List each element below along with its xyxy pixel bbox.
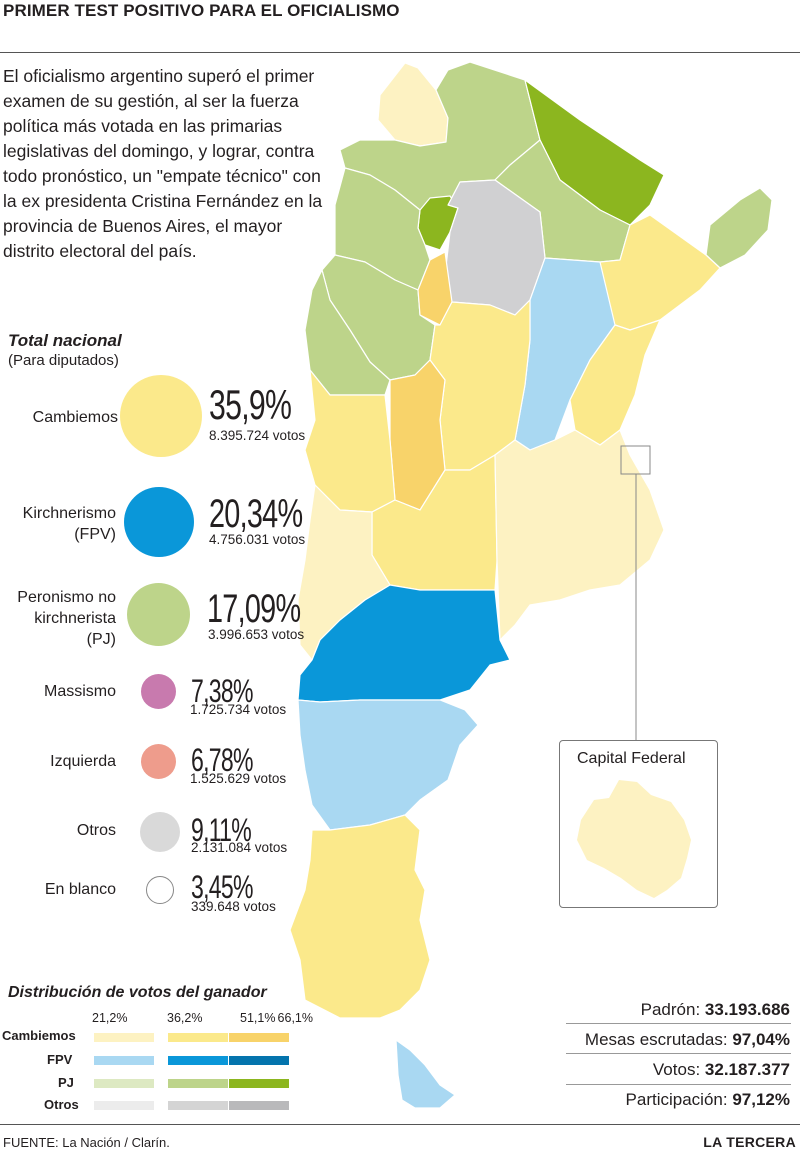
party-pct-en-blanco: 3,45% [191,869,253,905]
distribution-tick: 66,1% [277,1011,313,1025]
province-buenos-aires [494,429,665,641]
party-name-pj-line3: (PJ) [86,631,116,648]
distribution-swatch [94,1079,154,1088]
party-dot-massismo [141,674,176,709]
infographic-title: PRIMER TEST POSITIVO PARA EL OFICIALISMO [3,1,400,20]
capital-federal-shape [577,780,691,898]
party-name-kirchnerismo-line2: (FPV) [74,526,116,543]
party-pct-massismo: 7,38% [191,673,253,709]
stat-divider [566,1053,791,1054]
total-nacional-heading: Total nacional [8,331,122,350]
province-santa-cruz [289,814,431,1019]
party-pct-pj: 17,09% [207,587,301,631]
distribution-swatch [229,1079,289,1088]
stat-padron-value: 33.193.686 [704,1000,790,1019]
stat-votos-value: 32.187.377 [704,1060,790,1079]
stat-participacion-value: 97,12% [732,1090,790,1109]
party-dot-otros [140,812,180,852]
party-name-izquierda: Izquierda [50,753,116,770]
party-name-otros: Otros [76,822,116,839]
party-name-kirchnerismo-line1: Kirchnerismo [22,505,116,522]
distribution-tick: 51,1% [240,1011,276,1025]
party-name-pj-line1: Peronismo no [17,589,116,606]
party-name-kirchnerismo: Kirchnerismo (FPV) [0,503,116,545]
stat-mesas: Mesas escrutadas: 97,04% [585,1030,790,1050]
distribution-row-label-cambiemos: Cambiemos [2,1028,76,1043]
distribution-swatch [168,1056,228,1065]
party-name-en-blanco: En blanco [44,881,116,898]
party-pct-kirchnerismo: 20,34% [209,492,303,536]
party-name-massismo: Massismo [43,683,116,700]
stat-padron: Padrón: 33.193.686 [641,1000,790,1020]
stat-participacion-label: Participación: [625,1090,728,1109]
distribution-row-label-fpv: FPV [47,1052,73,1067]
province-misiones [705,187,773,269]
party-name-pj-line2: kirchnerista [34,610,116,627]
party-votes-izquierda: 1.525.629 votos [190,771,287,786]
publisher-brand: LA TERCERA [703,1134,796,1150]
intro-paragraph: El oficialismo argentino superó el prime… [3,66,323,261]
party-dot-pj [127,583,190,646]
distribution-swatch [168,1079,228,1088]
distribution-tick: 36,2% [167,1011,203,1025]
stat-participacion: Participación: 97,12% [626,1090,790,1110]
distribution-swatch [94,1033,154,1042]
total-nacional-subheading: (Para diputados) [8,352,119,369]
province-jujuy [377,62,449,147]
stat-votos-label: Votos: [652,1060,701,1079]
distribution-swatch [94,1101,154,1110]
party-name-cambiemos: Cambiemos [32,409,118,426]
party-votes-otros: 2.131.084 votos [191,840,288,855]
distribution-swatch [229,1101,289,1110]
stat-mesas-value: 97,04% [732,1030,790,1049]
stat-padron-label: Padrón: [640,1000,701,1019]
party-dot-kirchnerismo [124,487,194,557]
party-votes-en-blanco: 339.648 votos [191,899,276,914]
distribution-swatch [168,1101,228,1110]
party-pct-otros: 9,11% [191,812,252,848]
distribution-swatch [229,1056,289,1065]
party-pct-izquierda: 6,78% [191,742,253,778]
party-dot-en-blanco [146,876,174,904]
stat-divider [566,1023,791,1024]
title-divider [0,52,800,53]
party-votes-kirchnerismo: 4.756.031 votos [209,532,306,547]
stat-mesas-label: Mesas escrutadas: [584,1030,728,1049]
province-tierra-del-fuego [395,1039,456,1109]
party-dot-cambiemos [120,375,202,457]
party-votes-massismo: 1.725.734 votos [190,702,287,717]
stat-divider [566,1084,791,1085]
party-votes-pj: 3.996.653 votos [208,627,305,642]
distribution-swatch [168,1033,228,1042]
party-votes-cambiemos: 8.395.724 votos [209,428,306,443]
province-chubut [297,699,479,831]
source-credit: FUENTE: La Nación / Clarín. [3,1135,170,1150]
distribution-swatch [94,1056,154,1065]
party-name-pj: Peronismo no kirchnerista (PJ) [0,587,116,650]
distribution-row-label-otros: Otros [44,1097,79,1112]
footer-divider [0,1124,800,1125]
distribution-tick: 21,2% [92,1011,128,1025]
party-pct-cambiemos: 35,9% [209,381,292,428]
distribution-row-label-pj: PJ [58,1075,74,1090]
capital-federal-label: Capital Federal [577,750,686,767]
stat-votos: Votos: 32.187.377 [653,1060,790,1080]
distribution-swatch [229,1033,289,1042]
distribution-heading: Distribución de votos del ganador [8,984,267,1001]
party-dot-izquierda [141,744,176,779]
